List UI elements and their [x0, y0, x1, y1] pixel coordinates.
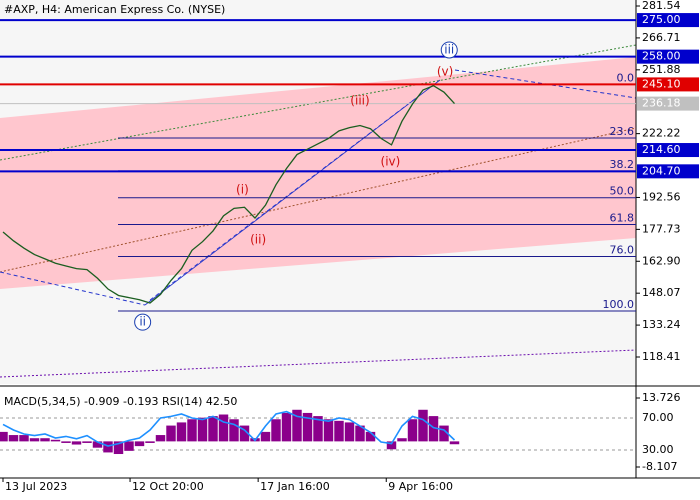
- macd-bar: [197, 417, 208, 442]
- macd-bar: [428, 416, 439, 442]
- macd-bar: [187, 419, 197, 442]
- macd-bar: [40, 438, 50, 442]
- macd-tick-label: 13.726: [642, 391, 681, 404]
- y-tick-label: 177.73: [642, 222, 681, 235]
- fib-label: 38.2: [610, 158, 635, 171]
- macd-bar: [176, 422, 187, 442]
- macd-bar: [82, 441, 92, 443]
- level-label: 214.60: [642, 143, 681, 156]
- trend-line: [0, 271, 146, 306]
- x-tick-label: 12 Oct 20:00: [132, 480, 204, 493]
- macd-bar: [0, 431, 8, 442]
- macd-bar: [113, 441, 124, 455]
- x-tick-label: 17 Jan 16:00: [260, 480, 330, 493]
- macd-bar: [260, 431, 271, 442]
- wave-label: (i): [236, 183, 249, 197]
- level-label-box: [637, 49, 699, 64]
- macd-bar: [124, 441, 134, 451]
- rsi-tick-label: 70.00: [642, 411, 674, 424]
- macd-bar: [71, 441, 82, 445]
- chart-title: #AXP, H4: American Express Co. (NYSE): [4, 3, 225, 16]
- x-tick-label: 13 Jul 2023: [5, 480, 67, 493]
- level-label-box: [637, 143, 699, 158]
- level-label: 236.18: [642, 97, 681, 110]
- macd-bar: [134, 441, 145, 447]
- level-label: 245.10: [642, 77, 681, 90]
- macd-bar: [344, 422, 355, 442]
- rsi-line: [2, 410, 456, 447]
- macd-bar: [92, 441, 103, 448]
- fib-label: 23.6: [610, 125, 635, 138]
- wave-circle: [440, 41, 458, 59]
- macd-bar: [365, 431, 376, 442]
- y-tick-label: 162.90: [642, 254, 681, 267]
- macd-bar: [19, 435, 29, 442]
- macd-bar: [302, 412, 313, 442]
- macd-bar: [397, 438, 407, 442]
- macd-bar: [386, 441, 397, 450]
- macd-bar: [418, 409, 428, 442]
- level-label-box: [637, 96, 699, 111]
- macd-bar: [229, 419, 239, 442]
- macd-bar: [61, 441, 71, 443]
- macd-bar: [218, 414, 229, 442]
- y-tick-label: 251.88: [642, 63, 681, 76]
- x-tick-label: 9 Apr 16:00: [388, 480, 453, 493]
- macd-bar: [355, 425, 365, 442]
- macd-bar: [313, 416, 323, 442]
- y-tick-label: 192.56: [642, 190, 681, 203]
- rsi-tick-label: 30.00: [642, 443, 674, 456]
- wave-circle: [134, 313, 152, 331]
- y-tick-label: 133.24: [642, 318, 681, 331]
- y-tick-label: 222.22: [642, 127, 681, 140]
- wave-label: (ii): [250, 232, 266, 246]
- macd-bar: [155, 435, 166, 442]
- fib-label: 50.0: [610, 185, 635, 198]
- macd-bar: [145, 441, 155, 443]
- macd-bar: [166, 425, 176, 442]
- macd-bar: [50, 439, 61, 442]
- fib-label: 76.0: [610, 244, 635, 257]
- wave-label: (v): [437, 64, 453, 78]
- macd-bar: [29, 438, 40, 442]
- macd-bar: [239, 425, 250, 442]
- macd-bar: [271, 419, 281, 442]
- macd-bar: [407, 419, 418, 442]
- wave-label: (iv): [381, 155, 401, 169]
- level-label: 258.00: [642, 50, 681, 63]
- macd-bar: [281, 412, 292, 442]
- level-label-box: [637, 77, 699, 92]
- level-label: 275.00: [642, 13, 681, 26]
- fib-label: 100.0: [603, 298, 635, 311]
- macd-bar: [439, 425, 449, 442]
- price-line: [2, 84, 455, 304]
- y-tick-label: 266.71: [642, 31, 681, 44]
- fib-label: 0.0: [617, 71, 635, 84]
- macd-bar: [208, 416, 218, 442]
- wave-label: (iii): [350, 93, 369, 107]
- fib-label: 61.8: [610, 211, 635, 224]
- macd-bar: [334, 420, 344, 442]
- trend-line: [0, 127, 637, 273]
- wave-label: iii: [444, 42, 454, 56]
- y-tick-label: 148.07: [642, 286, 681, 299]
- macd-bar: [323, 419, 334, 442]
- y-tick-label: 281.54: [642, 0, 681, 12]
- indicator-label: MACD(5,34,5) -0.909 -0.193 RSI(14) 42.50: [4, 395, 237, 408]
- macd-bar: [8, 435, 19, 442]
- macd-bar: [292, 409, 302, 442]
- y-tick-label: 118.41: [642, 350, 681, 363]
- macd-bar: [103, 441, 113, 453]
- level-label-box: [637, 164, 699, 179]
- macd-bar: [449, 441, 460, 445]
- wave-label: ii: [139, 315, 146, 329]
- level-label-box: [637, 13, 699, 28]
- level-label: 204.70: [642, 164, 681, 177]
- macd-tick-label: -8.107: [642, 460, 677, 473]
